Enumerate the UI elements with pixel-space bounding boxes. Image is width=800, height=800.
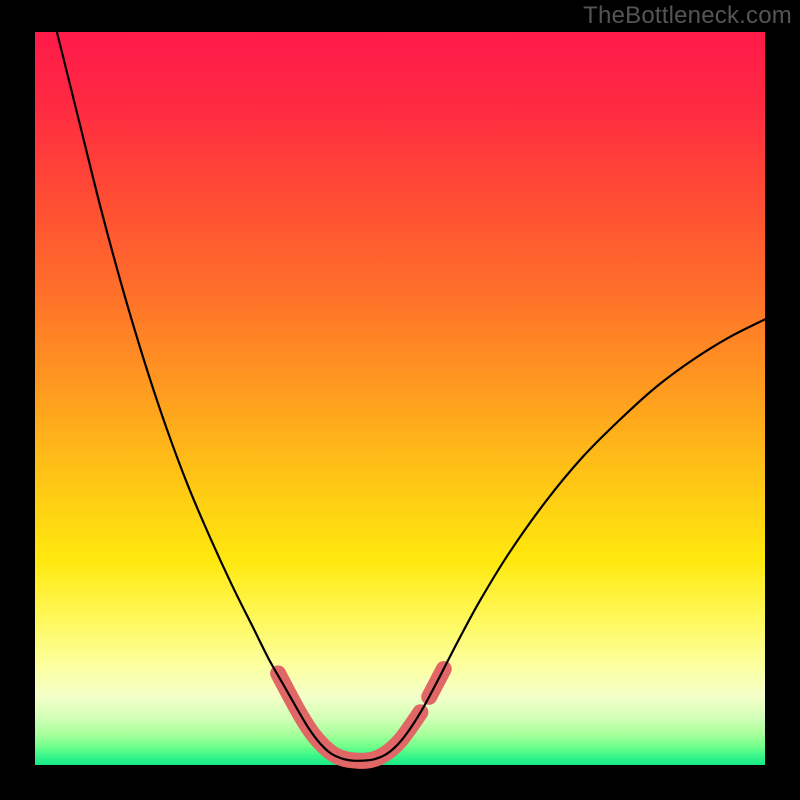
gradient-plot-area (35, 32, 765, 765)
chart-root: TheBottleneck.com (0, 0, 800, 800)
watermark-text: TheBottleneck.com (583, 2, 792, 30)
bottleneck-chart-svg (0, 0, 800, 800)
